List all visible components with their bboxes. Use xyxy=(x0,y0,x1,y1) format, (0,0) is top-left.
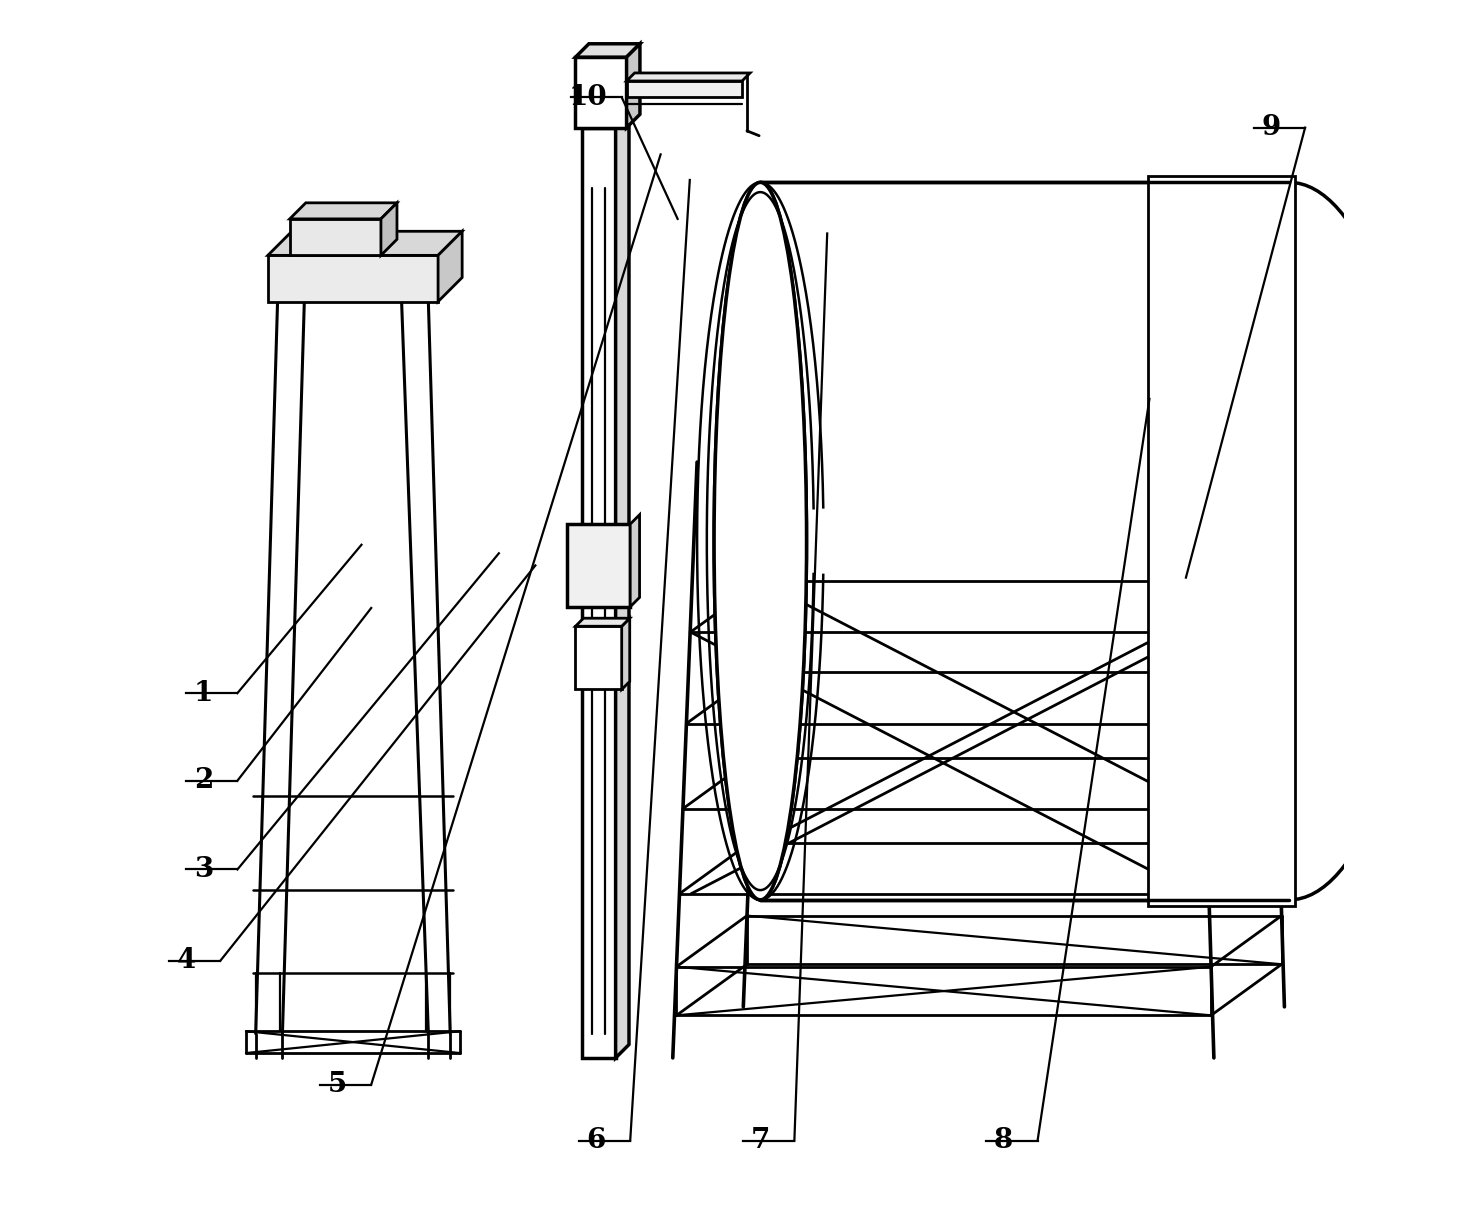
Polygon shape xyxy=(627,73,751,81)
Polygon shape xyxy=(268,231,462,255)
Text: 5: 5 xyxy=(328,1071,347,1098)
Bar xyxy=(567,524,630,607)
Ellipse shape xyxy=(1160,182,1419,900)
Polygon shape xyxy=(576,44,640,57)
Polygon shape xyxy=(290,203,397,219)
Polygon shape xyxy=(761,182,1289,900)
Text: 10: 10 xyxy=(568,84,606,111)
Text: 4: 4 xyxy=(177,947,196,974)
Polygon shape xyxy=(615,114,629,1058)
Polygon shape xyxy=(576,618,630,626)
Text: 1: 1 xyxy=(194,680,213,706)
Text: 9: 9 xyxy=(1262,114,1281,141)
Text: 7: 7 xyxy=(751,1127,770,1154)
Bar xyxy=(268,255,439,302)
Bar xyxy=(290,219,381,255)
Ellipse shape xyxy=(714,182,807,900)
Bar xyxy=(627,81,742,97)
Text: 2: 2 xyxy=(194,767,213,794)
Ellipse shape xyxy=(714,182,807,900)
Polygon shape xyxy=(627,44,640,128)
Bar xyxy=(576,626,621,689)
Text: 3: 3 xyxy=(194,856,213,883)
Text: 8: 8 xyxy=(994,1127,1013,1154)
Polygon shape xyxy=(630,514,639,607)
Polygon shape xyxy=(581,114,629,128)
Bar xyxy=(581,128,615,1058)
Bar xyxy=(576,57,627,128)
Polygon shape xyxy=(621,618,630,689)
Polygon shape xyxy=(381,203,397,255)
Polygon shape xyxy=(439,231,462,302)
Text: 6: 6 xyxy=(586,1127,606,1154)
Bar xyxy=(1148,176,1295,906)
